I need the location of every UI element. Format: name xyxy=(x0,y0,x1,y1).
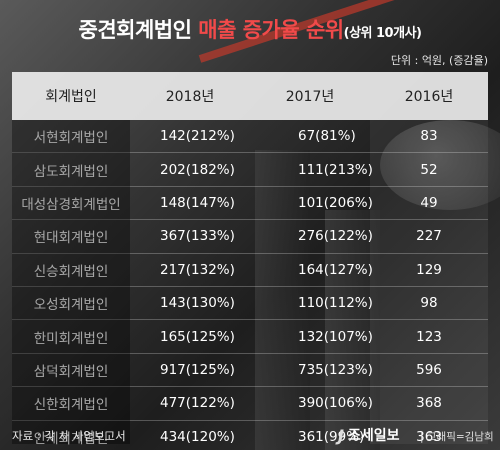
table-row: 현대회계법인 367(133%) 276(122%) 227 xyxy=(12,220,488,254)
value-cell: 98 xyxy=(420,295,438,312)
value-cell: 367(133%) xyxy=(160,228,235,245)
unit-note: 단위 : 억원, (증감율) xyxy=(390,54,488,67)
chart-title: 중견회계법인 매출 증가율 순위(상위 10개사) xyxy=(0,14,500,44)
logo-name: 조세일보 xyxy=(347,428,400,444)
firm-name-cell: 삼덕회계법인 xyxy=(33,363,109,380)
value-cell: 217(132%) xyxy=(160,261,235,278)
table-row: 신한회계법인 477(122%) 390(106%) 368 xyxy=(12,387,488,421)
background-coin-shape xyxy=(380,120,500,210)
title-part-2: 매출 증가율 순위 xyxy=(198,18,344,42)
title-part-1: 중견회계법인 xyxy=(78,18,192,42)
source-note: 자료 : 각 사 사업보고서 xyxy=(12,429,126,443)
column-header: 2018년 xyxy=(165,89,215,105)
value-cell: 276(122%) xyxy=(298,228,373,245)
value-cell: 361(99%) xyxy=(298,428,365,445)
firm-name-cell: 서현회계법인 xyxy=(33,130,109,147)
column-header: 회계법인 xyxy=(45,89,97,105)
value-cell: 111(213%) xyxy=(298,161,373,178)
firm-name-cell: 신한회계법인 xyxy=(33,397,109,414)
value-cell: 390(106%) xyxy=(298,395,373,412)
value-cell: 67(81%) xyxy=(298,128,356,145)
background-bar-shape xyxy=(255,150,310,450)
table-header: 회계법인 2018년 2017년 2016년 xyxy=(12,72,488,120)
value-cell: 227 xyxy=(416,228,442,245)
value-cell: 363 xyxy=(416,428,442,445)
value-cell: 477(122%) xyxy=(160,395,235,412)
firm-name-cell: 오성회계법인 xyxy=(33,297,109,314)
table-body: 서현회계법인 142(212%) 67(81%) 83 삼도회계법인 202(182%) 1… xyxy=(12,120,488,450)
value-cell: 129 xyxy=(416,261,442,278)
table-row: 서현회계법인 142(212%) 67(81%) 83 xyxy=(12,120,488,154)
firm-name-cell: 대성삼경회계법인 xyxy=(21,196,121,213)
value-cell: 123 xyxy=(416,328,442,345)
table-row: 한미회계법인 165(125%) 132(107%) 123 xyxy=(12,320,488,354)
data-table: 회계법인 2018년 2017년 2016년 서현회계법인 142(212%) 67(81… xyxy=(12,72,488,450)
value-cell: 83 xyxy=(420,128,438,145)
value-cell: 917(125%) xyxy=(160,361,235,378)
table-row: 삼덕회계법인 917(125%) 735(123%) 596 xyxy=(12,354,488,388)
background-bar-shape xyxy=(325,210,380,450)
firm-name-cell: 삼도회계법인 xyxy=(33,163,109,180)
table-row: 안세회계법인 434(120%) 361(99%) 363 xyxy=(12,421,488,450)
value-cell: 52 xyxy=(420,161,438,178)
value-cell: 148(147%) xyxy=(160,194,235,211)
value-cell: 368 xyxy=(416,395,442,412)
value-cell: 101(206%) xyxy=(298,194,373,211)
first-column-shade xyxy=(12,120,130,444)
value-cell: 202(182%) xyxy=(160,161,235,178)
logo-mark-icon: J xyxy=(338,425,344,445)
last-column-shade xyxy=(370,120,488,444)
table-row: 삼도회계법인 202(182%) 111(213%) 52 xyxy=(12,153,488,187)
column-header: 2016년 xyxy=(404,89,454,105)
firm-name-cell: 신승회계법인 xyxy=(33,263,109,280)
firm-name-cell: 현대회계법인 xyxy=(33,230,109,247)
value-cell: 110(112%) xyxy=(298,295,373,312)
publisher-logo: J 조세일보 xyxy=(338,425,399,445)
value-cell: 735(123%) xyxy=(298,361,373,378)
value-cell: 143(130%) xyxy=(160,295,235,312)
column-header: 2017년 xyxy=(285,89,335,105)
value-cell: 434(120%) xyxy=(160,428,235,445)
table-row: 대성삼경회계법인 148(147%) 101(206%) 49 xyxy=(12,187,488,221)
value-cell: 142(212%) xyxy=(160,128,235,145)
table-row: 신승회계법인 217(132%) 164(127%) 129 xyxy=(12,254,488,287)
value-cell: 49 xyxy=(420,194,438,211)
title-part-3: (상위 10개사) xyxy=(343,26,422,41)
value-cell: 164(127%) xyxy=(298,261,373,278)
firm-name-cell: 한미회계법인 xyxy=(33,330,109,347)
value-cell: 596 xyxy=(416,361,442,378)
table-row: 오성회계법인 143(130%) 110(112%) 98 xyxy=(12,287,488,321)
value-cell: 132(107%) xyxy=(298,328,373,345)
value-cell: 165(125%) xyxy=(160,328,235,345)
firm-name-cell: 안세회계법인 xyxy=(33,430,109,447)
graphic-credit: | 그래픽=김남희 xyxy=(420,431,494,443)
